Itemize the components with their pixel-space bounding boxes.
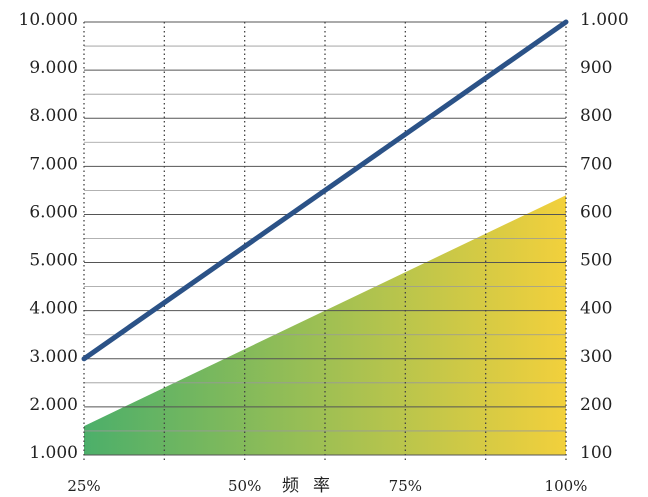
- x-tick-label: 75%: [389, 477, 422, 495]
- gridlines: [83, 21, 567, 463]
- y-right-tick-label: 300: [580, 347, 612, 367]
- line-layer: [81, 19, 569, 362]
- y-left-tick-label: 6.000: [29, 202, 78, 222]
- y-left-tick-label: 10.000: [19, 10, 78, 30]
- y-left-tick-label: 3.000: [29, 347, 78, 367]
- y-left-tick-label: 4.000: [29, 299, 78, 319]
- tick-labels: 1.000 2.000 3.000 4.000 5.000 6.000 7.000 8.000…: [19, 10, 629, 495]
- y-right-tick-label: 600: [580, 202, 612, 222]
- y-left-tick-label: 1.000: [29, 443, 78, 463]
- y-right-tick-label: 700: [580, 154, 612, 174]
- x-tick-label: 25%: [67, 477, 100, 495]
- y-right-tick-label: 900: [580, 58, 612, 78]
- y-left-tick-label: 7.000: [29, 154, 78, 174]
- line-series-0: [81, 19, 569, 362]
- y-left-tick-label: 9.000: [29, 58, 78, 78]
- y-left-tick-label: 5.000: [29, 251, 78, 271]
- y-right-tick-label: 500: [580, 251, 612, 271]
- y-right-tick-label: 200: [580, 395, 612, 415]
- x-tick-label: 50%: [228, 477, 261, 495]
- y-right-tick-label: 100: [580, 443, 612, 463]
- x-tick-label: 100%: [545, 477, 588, 495]
- area-layer: [84, 195, 566, 455]
- y-right-tick-label: 1.000: [580, 10, 629, 30]
- y-left-tick-label: 8.000: [29, 106, 78, 126]
- area-series-0: [84, 195, 566, 455]
- y-right-tick-label: 400: [580, 299, 612, 319]
- y-right-tick-label: 800: [580, 106, 612, 126]
- x-axis-title: 频率: [282, 476, 344, 496]
- y-left-tick-label: 2.000: [29, 395, 78, 415]
